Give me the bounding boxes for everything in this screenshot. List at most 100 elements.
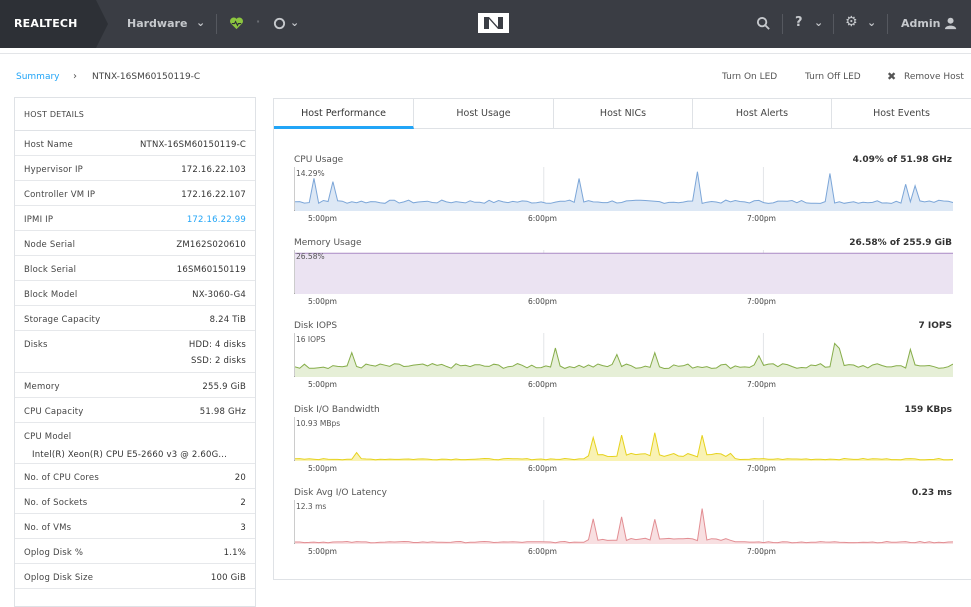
- time-tick-label: 5:00pm: [308, 297, 337, 306]
- chart-svg: [295, 333, 953, 377]
- turn-on-led-button[interactable]: Turn On LED: [722, 72, 778, 82]
- user-icon[interactable]: [944, 16, 959, 31]
- nutanix-logo-icon[interactable]: [478, 13, 509, 33]
- chart-max-label: 10.93 MBps: [296, 419, 341, 428]
- detail-key: Hypervisor IP: [24, 165, 83, 175]
- tab-host-performance[interactable]: Host Performance: [274, 99, 414, 129]
- detail-row: No. of CPU Cores 20: [15, 464, 255, 489]
- detail-key: Storage Capacity: [24, 315, 101, 325]
- detail-value: 3: [240, 523, 246, 533]
- detail-value: 172.16.22.107: [181, 190, 246, 200]
- breadcrumb-separator: ›: [73, 71, 77, 82]
- detail-row: Block Model NX-3060-G4: [15, 281, 255, 306]
- detail-value: 16SM60150119: [176, 265, 246, 275]
- chart-title: Disk IOPS: [294, 321, 338, 331]
- detail-key: No. of CPU Cores: [24, 473, 99, 483]
- chart-line: [295, 171, 953, 205]
- chart-plot-area[interactable]: [294, 167, 953, 211]
- host-performance-panel: Host Performance Host Usage Host NICs Ho…: [273, 98, 971, 580]
- chevron-down-icon[interactable]: ⌄: [290, 16, 300, 29]
- chart-plot-area[interactable]: [294, 250, 953, 294]
- chart-current-value: 0.23 ms: [911, 488, 952, 498]
- breadcrumb-summary-link[interactable]: Summary: [16, 72, 60, 82]
- detail-key: Disks: [24, 340, 48, 350]
- search-icon[interactable]: [756, 16, 771, 31]
- chart-max-label: 14.29%: [296, 169, 325, 178]
- chart-area: [295, 508, 953, 544]
- time-tick-label: 5:00pm: [308, 464, 337, 473]
- health-heart-icon[interactable]: [229, 16, 244, 31]
- breadcrumb: Summary › NTNX-16SM60150119-C Turn On LE…: [0, 62, 971, 92]
- tab-host-usage[interactable]: Host Usage: [414, 99, 554, 129]
- chart-plot-area[interactable]: [294, 500, 953, 544]
- chart-line: [295, 342, 953, 370]
- detail-row: Storage Capacity 8.24 TiB: [15, 306, 255, 331]
- detail-row: Hypervisor IP 172.16.22.103: [15, 156, 255, 181]
- breadcrumb-host: NTNX-16SM60150119-C: [92, 72, 201, 82]
- tab-host-nics[interactable]: Host NICs: [554, 99, 693, 129]
- chart-svg: [295, 250, 953, 294]
- detail-value: NX-3060-G4: [192, 290, 246, 300]
- help-icon[interactable]: ?: [795, 15, 803, 30]
- detail-key: CPU Capacity: [24, 407, 84, 417]
- tab-host-events[interactable]: Host Events: [832, 99, 971, 129]
- time-tick-label: 5:00pm: [308, 380, 337, 389]
- top-navigation-bar: REALTECH Hardware ⌄ · ⌄ ? ⌄ ⚙ ⌄ Admin: [0, 0, 971, 48]
- chevron-down-icon[interactable]: ⌄: [196, 16, 206, 29]
- chart-area: [295, 171, 953, 211]
- time-tick-label: 7:00pm: [747, 297, 776, 306]
- detail-key: Oplog Disk Size: [24, 573, 94, 583]
- chart-plot-area[interactable]: [294, 333, 953, 377]
- detail-value: Intel(R) Xeon(R) CPU E5-2660 v3 @ 2.60G.…: [32, 450, 228, 460]
- detail-value: HDD: 4 disks: [188, 340, 246, 350]
- alert-circle-icon[interactable]: [273, 17, 286, 30]
- divider: [887, 14, 888, 34]
- chevron-down-icon[interactable]: ⌄: [814, 16, 824, 29]
- detail-row: CPU Capacity 51.98 GHz: [15, 398, 255, 423]
- detail-row: Controller VM IP 172.16.22.107: [15, 181, 255, 206]
- detail-row: Oplog Disk Size 100 GiB: [15, 564, 255, 589]
- chevron-down-icon[interactable]: ⌄: [867, 16, 877, 29]
- time-tick-label: 5:00pm: [308, 547, 337, 556]
- detail-value: 1.1%: [223, 548, 246, 558]
- detail-key: Node Serial: [24, 240, 76, 250]
- turn-off-led-button[interactable]: Turn Off LED: [805, 72, 861, 82]
- gear-icon[interactable]: ⚙: [845, 14, 858, 30]
- host-details-header: HOST DETAILS: [15, 98, 255, 131]
- disk-iops-chart: Disk IOPS 7 IOPS 16 IOPS 5:00pm 6:00pm 7:00pm: [294, 321, 953, 391]
- chart-area: [295, 253, 953, 294]
- detail-key: CPU Model: [24, 432, 72, 442]
- detail-value: 51.98 GHz: [199, 407, 246, 417]
- detail-row: Node Serial ZM162S020610: [15, 231, 255, 256]
- brand-tab[interactable]: REALTECH: [0, 0, 108, 48]
- chart-title: Disk Avg I/O Latency: [294, 488, 387, 498]
- detail-value: 100 GiB: [210, 573, 246, 583]
- detail-value: 20: [234, 473, 246, 483]
- time-tick-label: 6:00pm: [528, 297, 557, 306]
- chart-title: CPU Usage: [294, 155, 344, 165]
- detail-key: Memory: [24, 382, 60, 392]
- chart-current-value: 4.09% of 51.98 GHz: [852, 155, 952, 165]
- admin-menu[interactable]: Admin: [901, 17, 941, 30]
- detail-row: No. of Sockets 2: [15, 489, 255, 514]
- time-tick-label: 6:00pm: [528, 380, 557, 389]
- divider: [782, 14, 783, 34]
- chart-current-value: 7 IOPS: [918, 321, 952, 331]
- remove-host-button[interactable]: Remove Host: [904, 72, 964, 82]
- chart-plot-area[interactable]: [294, 417, 953, 461]
- detail-value: 2: [240, 498, 246, 508]
- host-details-panel: HOST DETAILS Host Name NTNX-16SM60150119-…: [14, 97, 256, 607]
- chart-title: Disk I/O Bandwidth: [294, 405, 380, 415]
- detail-value: ZM162S020610: [176, 240, 246, 250]
- detail-row: IPMI IP 172.16.22.99: [15, 206, 255, 231]
- brand-label: REALTECH: [14, 17, 78, 30]
- detail-key: Block Serial: [24, 265, 77, 275]
- detail-value[interactable]: 172.16.22.99: [186, 215, 246, 225]
- detail-value: 172.16.22.103: [181, 165, 246, 175]
- hardware-menu[interactable]: Hardware: [127, 17, 188, 30]
- time-tick-label: 7:00pm: [747, 547, 776, 556]
- time-tick-label: 6:00pm: [528, 547, 557, 556]
- tab-host-alerts[interactable]: Host Alerts: [693, 99, 832, 129]
- detail-row: Disks HDD: 4 disks SSD: 2 disks: [15, 331, 255, 373]
- close-icon[interactable]: ✖: [887, 70, 897, 83]
